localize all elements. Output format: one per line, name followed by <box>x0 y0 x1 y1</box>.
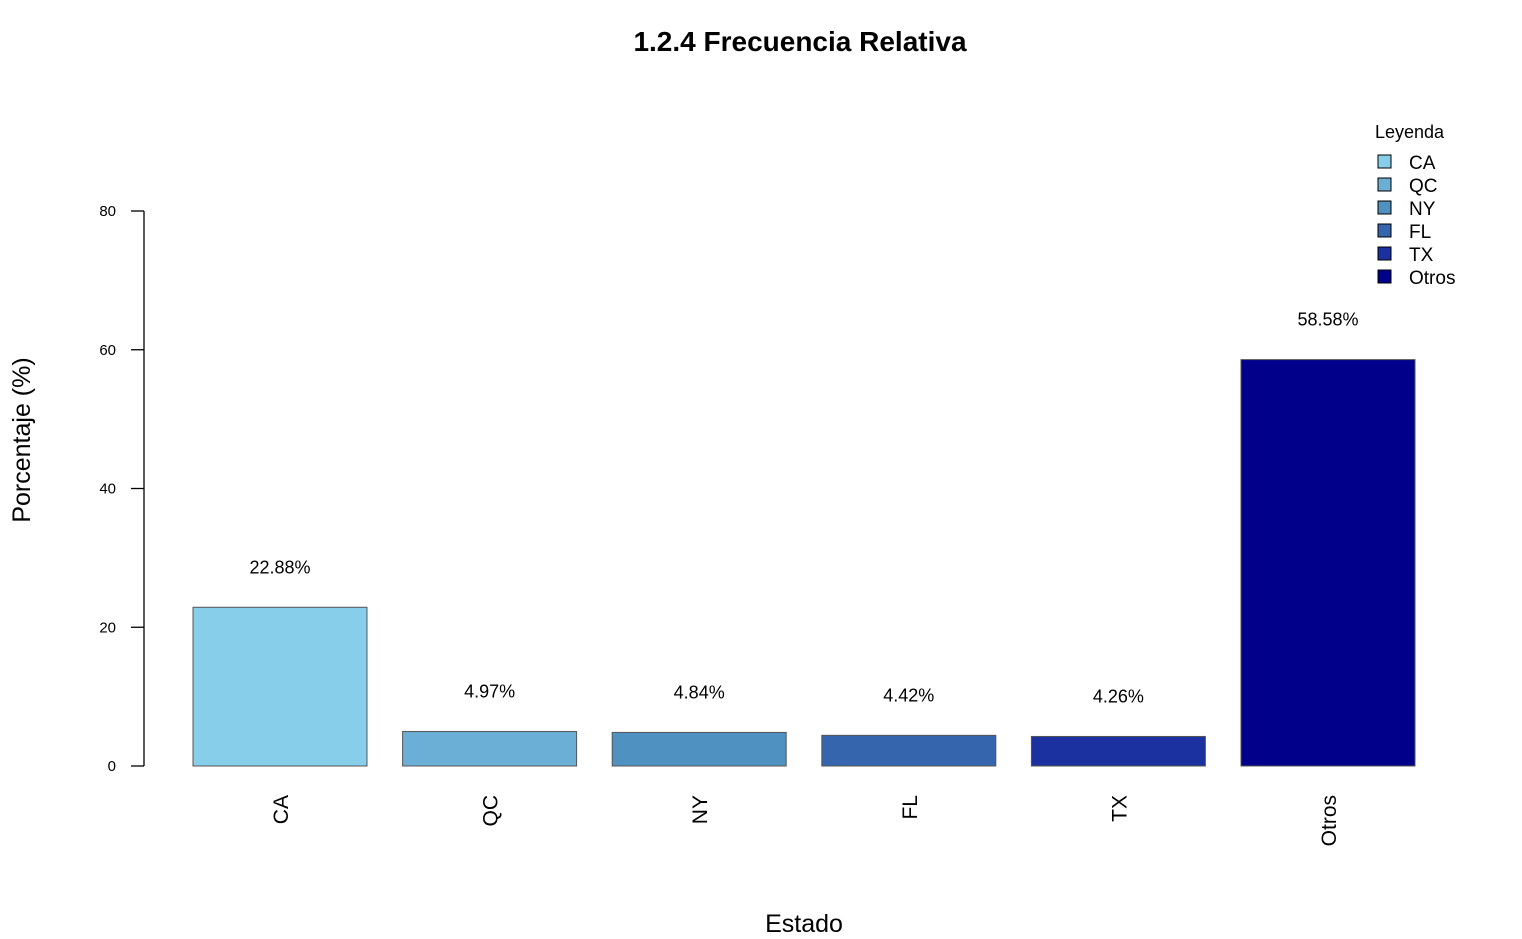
category-label: Otros <box>1318 795 1341 846</box>
bar-tx <box>1030 735 1206 767</box>
category-labels: CA QC NY FL TX Otros <box>270 795 1341 846</box>
legend-entry-label: QC <box>1409 176 1438 197</box>
legend-entry-label: Otros <box>1409 268 1455 289</box>
bar-ny <box>611 731 787 767</box>
bar-qc <box>402 731 578 767</box>
y-tick-label: 40 <box>99 481 116 498</box>
y-axis-title: Porcentaje (%) <box>8 357 36 522</box>
y-tick-label: 60 <box>99 342 116 359</box>
data-labels: 22.88% 4.97% 4.84% 4.42% 4.26% 58.58% <box>249 310 1358 707</box>
legend-swatch <box>1377 154 1392 169</box>
y-axis: 0 20 40 60 80 <box>99 203 145 775</box>
legend-entry-label: NY <box>1409 199 1436 220</box>
category-label: FL <box>899 795 922 820</box>
data-label: 4.26% <box>1093 686 1144 706</box>
legend-entry-label: FL <box>1409 222 1431 243</box>
data-label: 4.42% <box>883 685 934 705</box>
legend-swatch <box>1377 223 1392 238</box>
chart-title: 1.2.4 Frecuencia Relativa <box>633 26 967 57</box>
y-tick-label: 0 <box>108 758 116 775</box>
y-tick-label: 20 <box>99 619 116 636</box>
data-label: 22.88% <box>249 557 310 577</box>
data-label: 4.84% <box>674 682 725 702</box>
y-tick-label: 80 <box>99 203 116 220</box>
x-axis-title: Estado <box>765 910 843 938</box>
data-label: 58.58% <box>1297 310 1358 330</box>
bar-fl <box>821 734 997 767</box>
legend-swatch <box>1377 269 1392 284</box>
legend-swatch <box>1377 200 1392 215</box>
legend-swatch <box>1377 177 1392 192</box>
category-label: TX <box>1108 795 1131 822</box>
legend-entry-label: CA <box>1409 153 1436 174</box>
legend-entry-label: TX <box>1409 245 1434 266</box>
category-label: NY <box>689 795 712 824</box>
legend-title: Leyenda <box>1375 122 1445 142</box>
category-label: CA <box>270 795 293 824</box>
bar-ca <box>192 606 368 767</box>
bars-group <box>192 359 1416 767</box>
bar-otros <box>1240 359 1416 767</box>
legend-swatch <box>1377 246 1392 261</box>
category-label: QC <box>480 795 503 827</box>
data-label: 4.97% <box>464 682 515 702</box>
